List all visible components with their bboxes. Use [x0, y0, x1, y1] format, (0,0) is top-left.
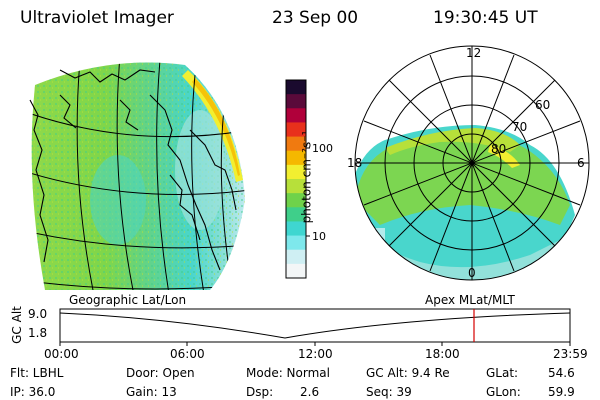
timeline-x-tick-2359: 23:59: [553, 347, 588, 361]
colorbar-swatch: [286, 235, 306, 251]
dsp-label: Dsp:: [246, 385, 274, 399]
gc-alt-info: GC Alt: 9.4 Re: [366, 366, 450, 380]
polar-plot: [354, 45, 590, 281]
glat-value: 54.6: [548, 366, 575, 380]
altitude-curve: [59, 312, 571, 339]
ip-info: IP: 36.0: [10, 385, 56, 399]
colorbar-swatch: [286, 108, 306, 123]
colorbar-tick-100: 100: [312, 142, 333, 155]
colorbar: [285, 79, 310, 279]
colorbar-swatch: [286, 136, 306, 152]
timeline-y-tick-top: 9.0: [28, 307, 48, 321]
timeline-y-tick-bottom: 1.8: [28, 326, 48, 340]
observation-time: 19:30:45 UT: [433, 8, 538, 28]
geographic-image: [29, 62, 245, 290]
mlat-label-70: 70: [512, 120, 528, 134]
timeline-x-tick-1800: 18:00: [425, 347, 460, 361]
colorbar-swatch: [286, 80, 306, 95]
polar-oval-peak: [488, 145, 520, 168]
mode-info: Mode: Normal: [246, 366, 330, 380]
mlt-label-18: 18: [347, 156, 363, 170]
observation-date: 23 Sep 00: [272, 8, 359, 28]
timeline-left-title: Geographic Lat/Lon: [69, 293, 187, 307]
lat-lon-grid: [31, 62, 245, 290]
colorbar-swatch: [286, 94, 306, 109]
colorbar-swatch: [286, 221, 306, 237]
colorbar-swatch: [286, 179, 306, 194]
polar-auroral-oval: [355, 135, 570, 225]
dsp-value: 2.6: [300, 385, 320, 399]
timeline-frame: [59, 308, 571, 343]
mlat-label-60: 60: [535, 98, 551, 112]
glon-value: 59.9: [548, 385, 575, 399]
colorbar-swatch: [286, 193, 306, 208]
glat-label: GLat:: [486, 366, 519, 380]
seq-info: Seq: 39: [366, 385, 412, 399]
timeline-ticks: [59, 342, 571, 346]
colorbar-swatch: [286, 249, 306, 265]
filter-info: Flt: LBHL: [10, 366, 64, 380]
polar-grid: [354, 45, 590, 281]
colorbar-unit-label: photon cm⁻²s⁻¹: [299, 130, 314, 224]
polar-dusk-patch: [355, 228, 385, 253]
colorbar-swatch: [286, 207, 306, 222]
glon-label: GLon:: [486, 385, 521, 399]
colorbar-swatch: [286, 164, 306, 180]
timeline-x-tick-0600: 06:00: [170, 347, 205, 361]
mlt-label-6: 6: [577, 156, 585, 170]
coastlines: [29, 69, 237, 271]
gain-info: Gain: 13: [126, 385, 177, 399]
mlt-label-12: 12: [466, 46, 482, 60]
colorbar-frame: [285, 79, 307, 279]
timeline-x-tick-0000: 00:00: [44, 347, 79, 361]
colorbar-swatch: [286, 122, 306, 138]
mlt-label-0: 0: [468, 266, 476, 280]
mlat-label-80: 80: [491, 142, 507, 156]
timeline-x-tick-1200: 12:00: [298, 347, 333, 361]
altitude-timeline: [59, 308, 571, 346]
timeline-right-title: Apex MLat/MLT: [425, 293, 515, 307]
instrument-title: Ultraviolet Imager: [20, 8, 174, 28]
colorbar-swatch: [286, 150, 306, 166]
timeline-y-axis-label: GC Alt: [9, 306, 24, 344]
door-info: Door: Open: [126, 366, 195, 380]
colorbar-swatch: [286, 263, 306, 279]
colorbar-tick-10: 10: [312, 230, 326, 243]
